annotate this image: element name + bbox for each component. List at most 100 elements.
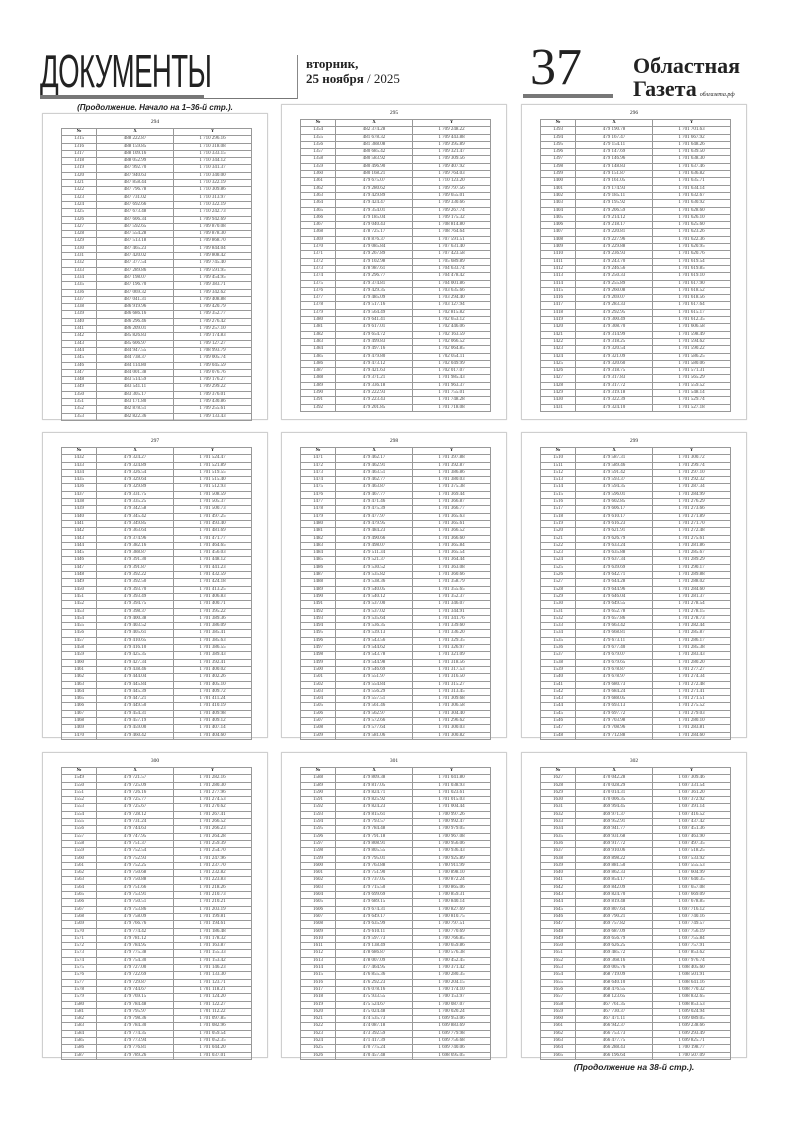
x-coordinate: 479 462.17 [335, 454, 413, 463]
y-coordinate: 1 709 352.77 [173, 310, 252, 319]
point-number: 1435 [61, 476, 97, 485]
x-coordinate: 479 663.42 [575, 622, 653, 631]
point-number: 1431 [540, 403, 576, 412]
y-coordinate: 1 701 275.61 [652, 534, 731, 543]
x-coordinate: 479 722.69 [96, 971, 174, 980]
point-number: 1636 [540, 839, 576, 849]
x-coordinate: 479 324.89 [96, 461, 174, 470]
point-number: 1427 [540, 374, 576, 383]
x-coordinate: 479 774.35 [96, 1029, 174, 1039]
newspaper-logo: Областная Газета облгазета.рф [633, 54, 740, 107]
point-number: 1617 [300, 985, 336, 995]
point-number: 1619 [300, 1000, 336, 1009]
table-row: 1582 479 798.36 1 701 097.85 [61, 1015, 252, 1024]
x-coordinate: 484 738.37 [96, 354, 174, 363]
x-coordinate: 479 610.17 [575, 512, 653, 521]
table-row: 1629 470 014.31 1 697 361.20 [540, 788, 731, 798]
y-coordinate: 1 700 507.09 [652, 1051, 731, 1060]
y-coordinate: 1 701 755.01 [412, 388, 491, 398]
point-number: 1386 [300, 359, 336, 369]
y-coordinate: 1 699 825.71 [652, 1036, 731, 1046]
point-number: 1377 [300, 294, 336, 303]
x-coordinate: 479 473.12 [335, 359, 413, 369]
x-coordinate: 479 324.10 [575, 403, 653, 412]
x-coordinate: 468 123.65 [575, 993, 653, 1002]
x-coordinate: 479 471.46 [335, 498, 413, 507]
y-coordinate: 1 697 437.42 [652, 818, 731, 827]
point-number: 1357 [300, 148, 336, 157]
point-number: 1381 [300, 323, 336, 332]
point-number: 1540 [540, 673, 576, 682]
point-number: 1333 [61, 266, 97, 275]
point-number: 1517 [540, 505, 576, 514]
x-coordinate: 479 345.42 [96, 512, 174, 521]
point-number: 1458 [61, 643, 97, 653]
point-number: 1575 [61, 963, 97, 973]
y-coordinate: 1 701 963.37 [412, 381, 491, 391]
x-coordinate: 487 377.54 [96, 259, 174, 268]
table-header: № X Y [540, 446, 731, 456]
point-number: 1364 [300, 199, 336, 208]
x-coordinate: 479 769.15 [96, 993, 174, 1002]
y-coordinate: 1 702 653.12 [412, 315, 491, 325]
point-number: 1401 [540, 184, 576, 193]
point-number: 1607 [300, 912, 336, 922]
table-row: 1558 479 751.37 1 701 259.39 [61, 839, 252, 849]
x-coordinate: 470 014.31 [575, 788, 653, 798]
point-number: 1633 [540, 818, 576, 827]
point-number: 1430 [540, 396, 576, 405]
table-row: 1508 479 577.64 1 701 300.03 [300, 724, 491, 733]
x-coordinate: 479 602.85 [575, 498, 653, 507]
point-number: 1658 [540, 1000, 576, 1009]
y-coordinate: 1 699 238.66 [652, 1022, 731, 1031]
table-row: 1587 479 789.26 1 701 037.01 [61, 1051, 252, 1060]
header-divider [297, 55, 298, 99]
x-coordinate: 479 154.11 [575, 140, 653, 150]
table-row: 1438 479 335.25 1 701 505.37 [61, 498, 252, 507]
point-number: 1644 [540, 898, 576, 907]
x-coordinate: 479 766.76 [96, 920, 174, 929]
x-coordinate: 479 635.99 [335, 920, 413, 929]
y-coordinate: 1 701 278.73 [652, 614, 731, 624]
point-number: 1398 [540, 162, 576, 172]
point-number: 1395 [540, 140, 576, 150]
x-coordinate: 486 296.46 [96, 317, 174, 327]
table-row: 1509 479 581.06 1 701 300.82 [300, 731, 491, 740]
y-coordinate: 1 701 247.96 [173, 854, 252, 863]
table-header: № X Y [300, 766, 491, 776]
point-number: 1514 [540, 483, 576, 492]
table-row: 1437 479 331.75 1 701 508.59 [61, 490, 252, 500]
x-coordinate: 479 499.83 [335, 337, 413, 347]
point-number: 1665 [540, 1051, 576, 1060]
x-coordinate: 479 320.60 [575, 359, 653, 369]
point-number: 1380 [300, 315, 336, 325]
table-row: 1415 479 260.08 1 701 618.52 [540, 286, 731, 296]
x-coordinate: 479 485.09 [335, 294, 413, 303]
table-row: 1391 479 223.43 1 701 748.28 [300, 396, 491, 405]
point-number: 1334 [61, 273, 97, 283]
point-number: 1441 [61, 519, 97, 529]
y-coordinate: 1 701 300.03 [412, 724, 491, 733]
x-coordinate: 479 679.07 [575, 651, 653, 660]
x-coordinate: 482 822.36 [96, 412, 174, 421]
table-row: 1533 479 663.42 1 701 282.44 [540, 622, 731, 631]
x-coordinate: 482 374.28 [335, 126, 413, 135]
point-number: 1486 [300, 563, 336, 573]
point-number: 1620 [300, 1007, 336, 1017]
point-number: 1336 [61, 288, 97, 297]
point-number: 1456 [61, 629, 97, 638]
point-number: 1499 [300, 658, 336, 667]
y-coordinate: 1 698 695.05 [412, 1051, 491, 1060]
y-coordinate: 1 701 285.38 [652, 643, 731, 653]
y-coordinate: 1 701 432.59 [173, 571, 252, 580]
y-coordinate: 1 697 555.53 [652, 861, 731, 871]
column-header: № [61, 446, 97, 456]
point-number: 1340 [61, 317, 97, 327]
table-row: 1471 479 462.17 1 701 397.88 [300, 454, 491, 463]
x-coordinate: 479 606.17 [575, 505, 653, 514]
point-number: 1316 [61, 142, 97, 151]
y-coordinate: 1 710 242.73 [173, 208, 252, 217]
x-coordinate: 479 644.96 [575, 585, 653, 594]
y-coordinate: 1 701 500.73 [173, 505, 252, 514]
table-row: 1396 479 147.69 1 701 639.50 [540, 148, 731, 157]
